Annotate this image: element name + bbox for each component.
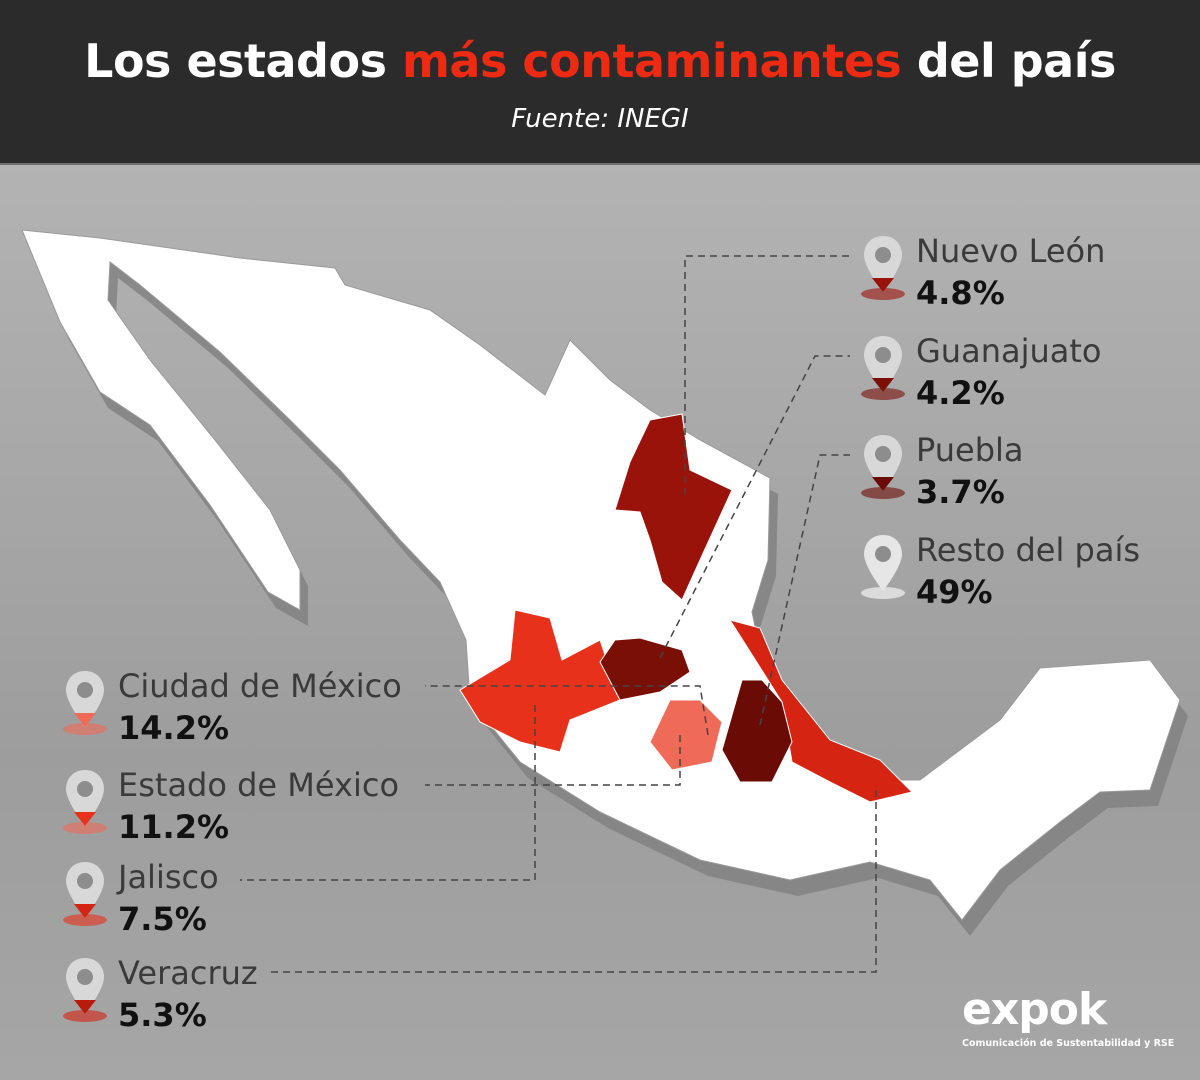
state-percent: 3.7% xyxy=(916,473,1005,511)
expok-logo: expok Comunicación de Sustentabilidad y … xyxy=(962,984,1175,1050)
state-name: Estado de México xyxy=(118,766,400,804)
mexico-outline xyxy=(21,229,1181,921)
leader-lines xyxy=(240,255,877,973)
map-pin-icon xyxy=(861,336,905,400)
logo-word: expok xyxy=(962,984,1107,1035)
state-percent: 7.5% xyxy=(118,900,207,938)
state-percent: 4.2% xyxy=(916,374,1005,412)
legend-item-jalisco: Jalisco 7.5% xyxy=(60,858,400,948)
state-name: Ciudad de México xyxy=(118,667,402,705)
legend-item-resto: Resto del país 49% xyxy=(858,531,1198,621)
state-percent: 14.2% xyxy=(118,709,230,747)
legend-item-puebla: Puebla 3.7% xyxy=(858,431,1198,521)
legend-item-guanajuato: Guanajuato 4.2% xyxy=(858,332,1198,422)
state-estado-de-mexico xyxy=(649,699,723,771)
map-pin-icon xyxy=(861,435,905,499)
logo-tagline: Comunicación de Sustentabilidad y RSE xyxy=(962,1038,1175,1049)
state-percent: 4.8% xyxy=(916,274,1005,312)
map-pin-icon xyxy=(861,535,905,599)
map-pin-icon xyxy=(63,862,107,926)
state-guanajuato xyxy=(599,637,691,701)
state-name: Puebla xyxy=(916,431,1024,469)
legend-item-nuevo-leon: Nuevo León 4.8% xyxy=(858,232,1198,322)
source-note: Fuente: INEGI xyxy=(511,104,689,134)
state-percent: 11.2% xyxy=(118,808,230,846)
legend-item-veracruz: Veracruz 5.3% xyxy=(60,954,400,1044)
state-name: Guanajuato xyxy=(916,332,1102,370)
legend-item-edomex: Estado de México 11.2% xyxy=(60,766,400,856)
state-name: Resto del país xyxy=(916,531,1140,569)
state-percent: 5.3% xyxy=(118,996,207,1034)
state-name: Jalisco xyxy=(118,858,219,896)
state-nuevo-leon xyxy=(614,413,733,601)
legend-item-cdmx: Ciudad de México 14.2% xyxy=(60,667,402,757)
map-pin-icon xyxy=(63,770,107,834)
map-pin-icon xyxy=(63,958,107,1022)
header: Los estados más contaminantes del país F… xyxy=(0,0,1200,165)
state-name: Nuevo León xyxy=(916,232,1106,270)
page-title: Los estados más contaminantes del país xyxy=(84,34,1116,88)
state-name: Veracruz xyxy=(118,954,258,992)
map-pin-icon xyxy=(63,671,107,735)
state-puebla xyxy=(721,679,793,783)
state-percent: 49% xyxy=(916,573,993,611)
map-pin-icon xyxy=(861,236,905,300)
